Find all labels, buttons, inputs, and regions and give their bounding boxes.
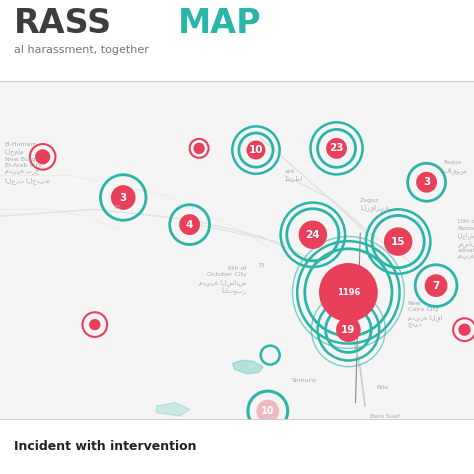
Text: Faqus
فاقوس: Faqus فاقوس (443, 160, 467, 173)
Circle shape (246, 141, 265, 160)
Text: 75: 75 (113, 205, 121, 210)
Circle shape (179, 214, 200, 235)
Text: 6th of
October City
مدينة السادس
أكتوبر: 6th of October City مدينة السادس أكتوبر (199, 266, 246, 295)
Text: Nile: Nile (377, 385, 389, 390)
Bar (0, 0, 474, 81)
Bar (0, 419, 474, 474)
Circle shape (336, 318, 361, 342)
Circle shape (299, 220, 327, 249)
Circle shape (193, 143, 205, 154)
Text: New
Cairo City
مدينة القا
جديد: New Cairo City مدينة القا جديد (408, 301, 442, 328)
Text: Zagaz
الزقازيق: Zagaz الزقازيق (360, 198, 389, 211)
Text: ant
طيطا: ant طيطا (284, 169, 302, 182)
Text: New Borg
El-Arab City
مدينه برج
العرب الجديدة: New Borg El-Arab City مدينه برج العرب ال… (5, 157, 50, 183)
Polygon shape (156, 402, 190, 416)
Text: Sinnuris: Sinnuris (292, 378, 317, 383)
Text: 19: 19 (341, 325, 356, 335)
Text: 24: 24 (306, 230, 320, 240)
Text: 75: 75 (257, 263, 265, 268)
Text: 15: 15 (391, 237, 405, 246)
Text: 4: 4 (186, 219, 193, 229)
Circle shape (256, 400, 279, 422)
Text: 7: 7 (432, 281, 440, 291)
Circle shape (35, 149, 50, 164)
Text: al harassment, together: al harassment, together (14, 45, 149, 55)
Text: 10: 10 (261, 406, 274, 416)
Polygon shape (232, 360, 263, 374)
Circle shape (326, 138, 347, 159)
Circle shape (111, 185, 136, 210)
Circle shape (458, 324, 471, 336)
Circle shape (319, 263, 378, 322)
Circle shape (89, 319, 100, 330)
Circle shape (416, 172, 437, 193)
Text: MAP: MAP (178, 7, 261, 40)
Text: RASS: RASS (14, 7, 112, 40)
Bar (0, 81, 474, 419)
Text: 3: 3 (423, 177, 430, 187)
Circle shape (384, 228, 412, 256)
Text: 23: 23 (329, 143, 344, 154)
Text: 3: 3 (119, 192, 127, 202)
Text: Incident with intervention: Incident with intervention (14, 440, 197, 453)
Text: 10th of
Ramadan
العاشر
رمضان
adinaty
مدينة: 10th of Ramadan العاشر رمضان adinaty مدي… (457, 219, 474, 260)
Text: 10: 10 (249, 145, 263, 155)
Text: Beni Suef: Beni Suef (370, 414, 400, 419)
Text: El-Hamam
الحمام: El-Hamam الحمام (5, 142, 37, 155)
Text: 1196: 1196 (337, 288, 360, 297)
Circle shape (425, 274, 447, 297)
